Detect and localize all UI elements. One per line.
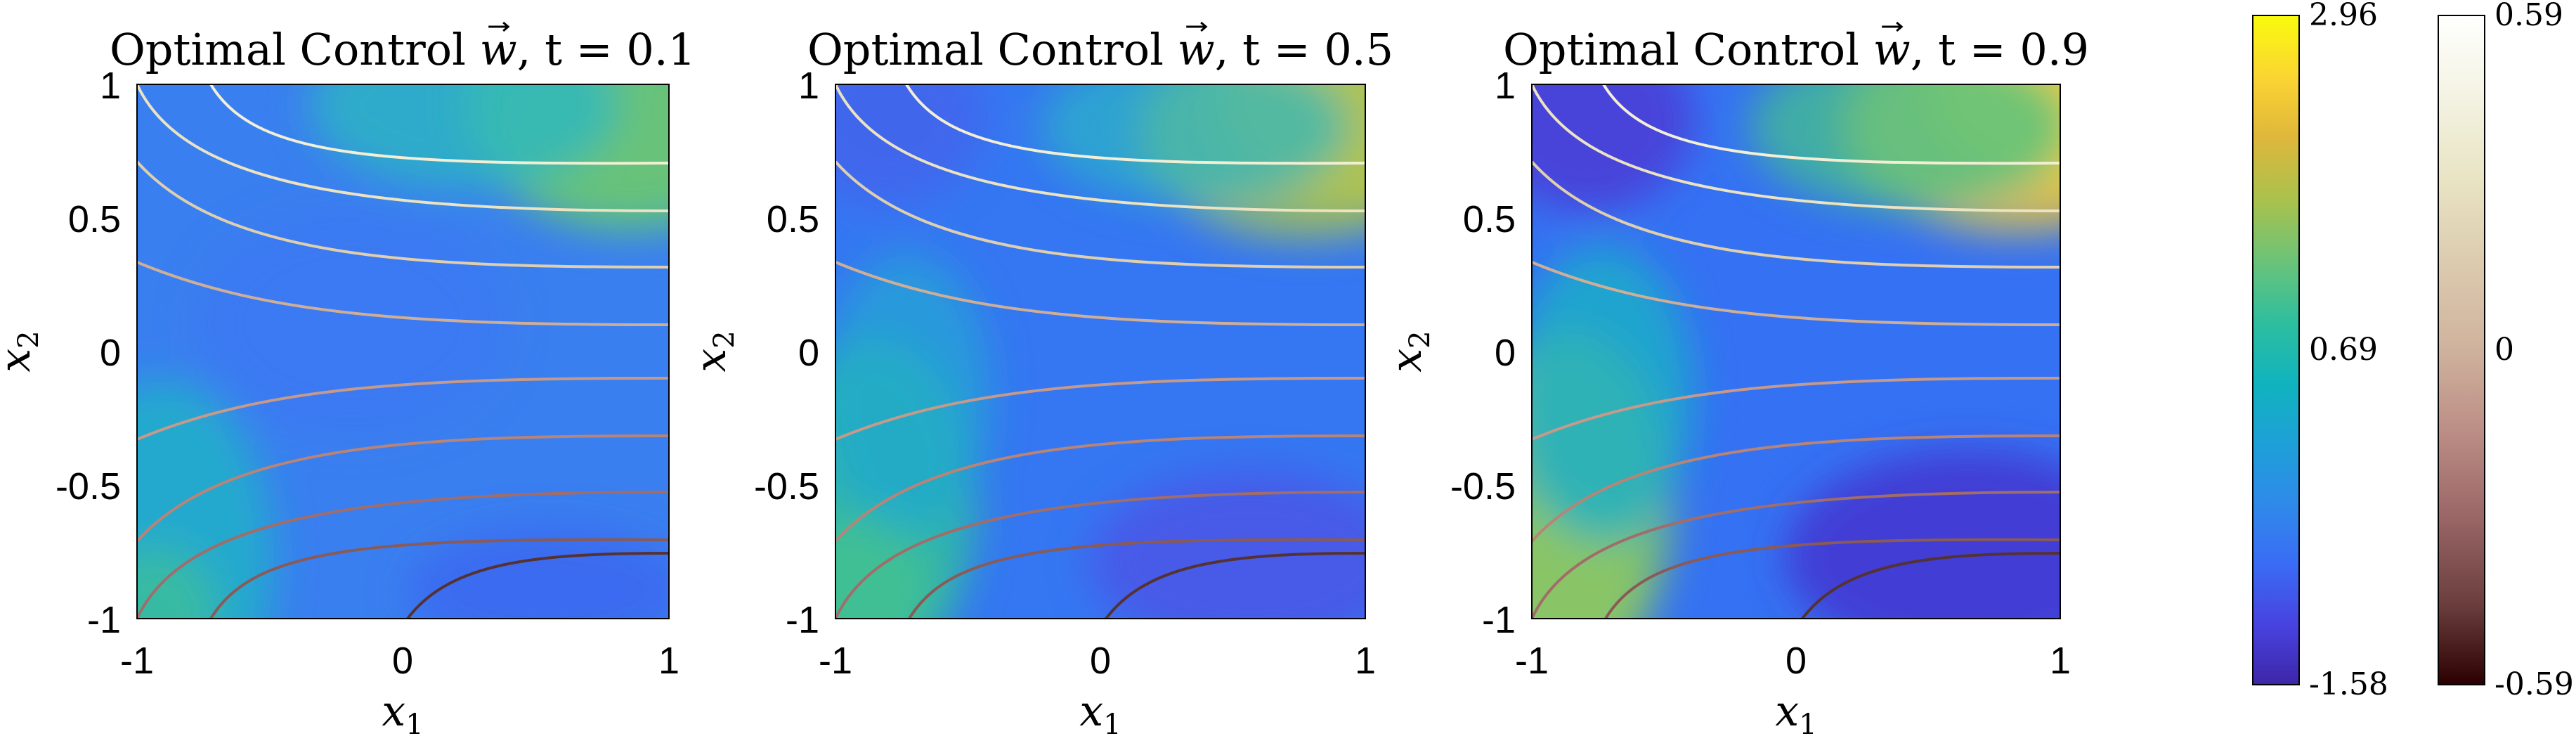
x-tick: 1 (1355, 640, 1376, 682)
panel-1: Optimal Control w, t = 0.1 1 0.5 0 -0.5 … (0, 24, 696, 736)
y-tick: -0.5 (56, 465, 121, 508)
panel-title: Optimal Control w, t = 0.9 (1503, 24, 2089, 75)
x-tick: 1 (658, 640, 679, 682)
panel-title: Optimal Control w, t = 0.1 (110, 24, 696, 75)
vector-arrow-icon (1186, 21, 1208, 32)
colorbar-control: 2.96 0.69 -1.58 (2252, 0, 2388, 702)
colorbar-tick-mid: 0 (2494, 332, 2514, 368)
heatmap-field (835, 84, 1365, 619)
x-tick: 1 (2050, 640, 2071, 682)
x-tick: 0 (1090, 640, 1111, 682)
y-tick: 1 (100, 65, 121, 107)
colorbar-contours: 0.59 0 -0.59 (2438, 0, 2574, 702)
y-tick: 1 (798, 65, 819, 107)
vector-arrow-icon (488, 21, 510, 32)
heatmap-field (137, 84, 669, 619)
y-tick: 0 (798, 332, 819, 374)
colorbar-tick-max: 0.59 (2494, 0, 2563, 33)
colorbar-tick-min: -0.59 (2494, 666, 2574, 702)
colorbar-tick-mid: 0.69 (2309, 332, 2378, 368)
y-tick: -1 (87, 599, 121, 641)
panel-2: Optimal Control w, t = 0.5 1 0.5 0 -0.5 … (687, 24, 1393, 736)
contour-lines (137, 84, 669, 619)
x-axis-label: x1 (1079, 687, 1121, 736)
heatmap-field (1532, 84, 2060, 619)
y-tick: 0.5 (1463, 198, 1516, 240)
y-axis-label: x2 (687, 330, 741, 372)
panel-3: Optimal Control w, t = 0.9 1 0.5 0 -0.5 … (1382, 24, 2089, 736)
contour-lines (835, 84, 1365, 619)
y-tick: -1 (1482, 599, 1516, 641)
colorbar-tick-max: 2.96 (2309, 0, 2378, 33)
x-axis-label: x1 (1775, 687, 1816, 736)
y-tick: -1 (786, 599, 819, 641)
contour-lines (1532, 84, 2060, 619)
x-tick: -1 (819, 640, 852, 682)
x-axis-label: x1 (382, 687, 423, 736)
y-tick: 1 (1495, 65, 1516, 107)
y-tick: 0 (100, 332, 121, 374)
x-tick: 0 (392, 640, 413, 682)
colorbar-tick-min: -1.58 (2309, 666, 2388, 702)
y-tick: -0.5 (1450, 465, 1516, 508)
x-tick: -1 (120, 640, 154, 682)
y-tick: -0.5 (754, 465, 819, 508)
y-tick: 0.5 (68, 198, 121, 240)
x-tick: -1 (1515, 640, 1549, 682)
y-axis-label: x2 (1382, 330, 1436, 372)
vector-arrow-icon (1882, 21, 1904, 32)
y-tick: 0 (1495, 332, 1516, 374)
x-tick: 0 (1785, 640, 1807, 682)
panel-title: Optimal Control w, t = 0.5 (807, 24, 1393, 75)
y-axis-label: x2 (0, 330, 45, 372)
y-tick: 0.5 (767, 198, 819, 240)
